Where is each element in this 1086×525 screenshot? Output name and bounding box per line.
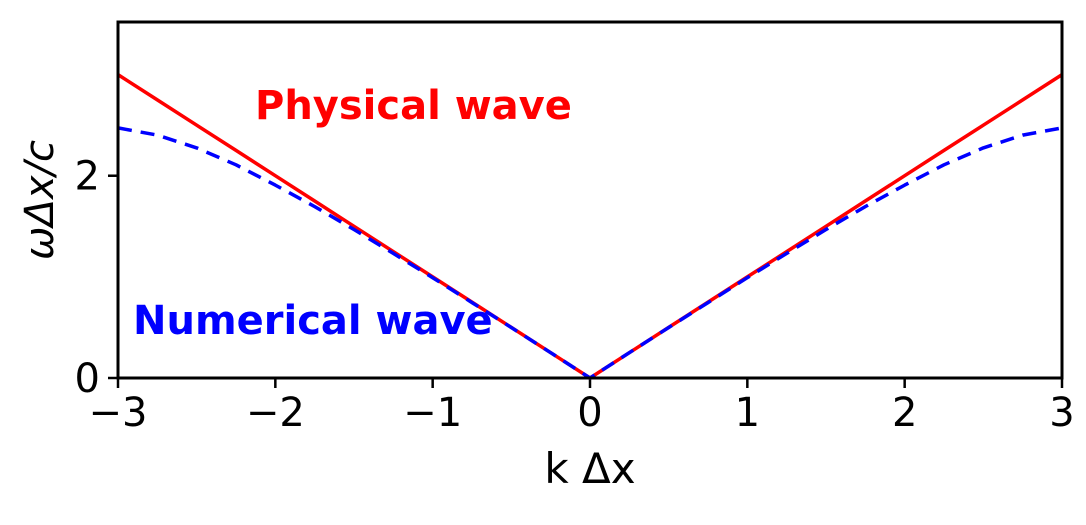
x-tick-label: −2 — [246, 390, 305, 436]
x-axis-label: k Δx — [544, 444, 636, 493]
x-tick-label: −1 — [403, 390, 462, 436]
y-tick-label: 2 — [75, 154, 100, 200]
numerical-wave-annotation: Numerical wave — [133, 298, 493, 344]
x-tick-label: 3 — [1049, 390, 1074, 436]
y-axis-label: ωΔx/c — [17, 140, 63, 260]
physical-wave-annotation: Physical wave — [255, 83, 572, 129]
x-tick-label: −3 — [89, 390, 148, 436]
x-tick-label: 1 — [735, 390, 760, 436]
y-tick-label: 0 — [75, 356, 100, 402]
x-tick-label: 0 — [577, 390, 602, 436]
axes-box — [116, 20, 1064, 380]
x-tick-label: 2 — [892, 390, 917, 436]
